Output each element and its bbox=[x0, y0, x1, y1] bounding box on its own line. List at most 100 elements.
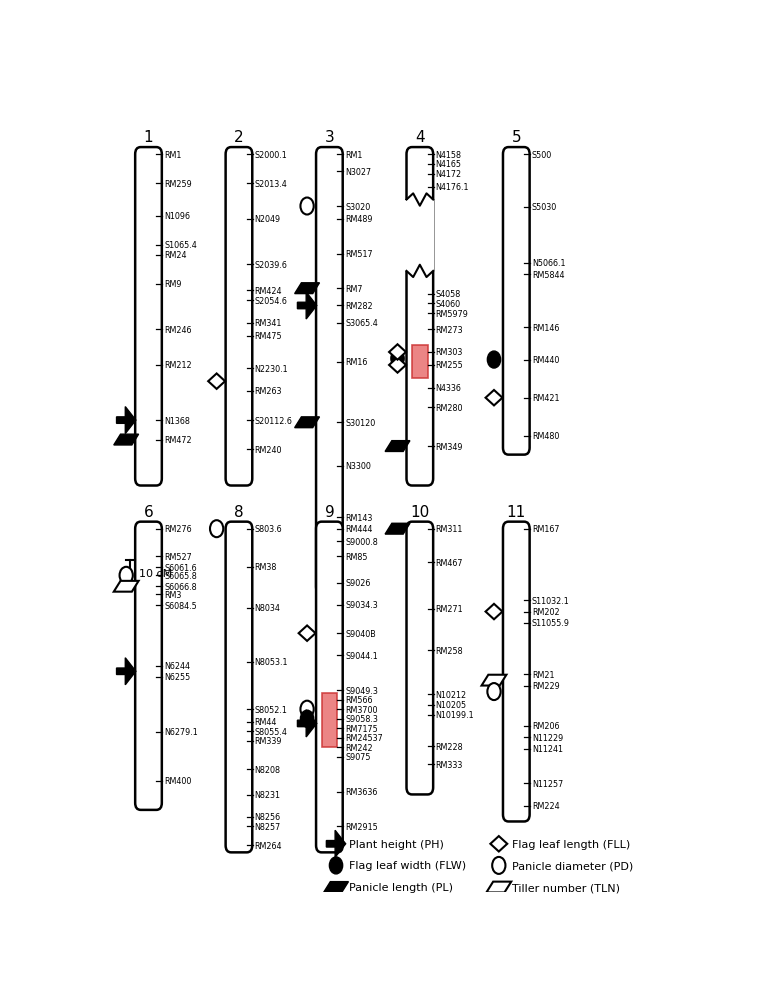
Circle shape bbox=[300, 710, 314, 727]
Text: S2039.6: S2039.6 bbox=[254, 261, 288, 270]
Text: RM44: RM44 bbox=[254, 717, 277, 726]
Text: RM333: RM333 bbox=[436, 760, 463, 769]
Text: N11241: N11241 bbox=[532, 744, 563, 754]
Text: 10: 10 bbox=[410, 504, 429, 519]
FancyBboxPatch shape bbox=[316, 148, 343, 594]
Text: RM475: RM475 bbox=[254, 332, 282, 341]
Text: 3: 3 bbox=[324, 130, 335, 145]
Text: S6065.8: S6065.8 bbox=[164, 571, 197, 580]
Text: N8053.1: N8053.1 bbox=[254, 657, 288, 666]
Text: RM143: RM143 bbox=[345, 513, 373, 522]
Text: S3020: S3020 bbox=[345, 202, 370, 211]
Text: 11: 11 bbox=[506, 504, 526, 519]
Polygon shape bbox=[114, 581, 138, 592]
Polygon shape bbox=[389, 345, 406, 361]
Text: S2013.4: S2013.4 bbox=[254, 179, 287, 188]
Text: 10 cM: 10 cM bbox=[139, 568, 173, 578]
Text: N6255: N6255 bbox=[164, 672, 191, 681]
Text: Tiller number (TLN): Tiller number (TLN) bbox=[512, 882, 620, 892]
Text: RM467: RM467 bbox=[436, 558, 463, 567]
FancyBboxPatch shape bbox=[226, 148, 252, 486]
Text: N11257: N11257 bbox=[532, 779, 563, 788]
Text: RM271: RM271 bbox=[436, 605, 463, 614]
Text: N1368: N1368 bbox=[164, 416, 190, 425]
Text: N10199.1: N10199.1 bbox=[436, 710, 474, 719]
Polygon shape bbox=[482, 675, 506, 685]
Text: RM421: RM421 bbox=[532, 394, 559, 403]
Text: RM489: RM489 bbox=[345, 215, 373, 224]
Text: S9044.1: S9044.1 bbox=[345, 651, 378, 660]
Polygon shape bbox=[385, 441, 410, 452]
Text: S4060: S4060 bbox=[436, 300, 461, 309]
Polygon shape bbox=[117, 658, 136, 685]
Text: RM7: RM7 bbox=[345, 285, 363, 294]
Text: N2230.1: N2230.1 bbox=[254, 365, 288, 374]
Text: 1: 1 bbox=[144, 130, 153, 145]
Text: N4336: N4336 bbox=[436, 384, 461, 393]
Circle shape bbox=[210, 521, 223, 538]
FancyBboxPatch shape bbox=[406, 522, 433, 795]
Text: RM480: RM480 bbox=[532, 432, 559, 441]
Text: RM566: RM566 bbox=[345, 695, 373, 704]
Text: RM311: RM311 bbox=[436, 525, 463, 534]
Text: S6084.5: S6084.5 bbox=[164, 601, 197, 610]
Text: N4176.1: N4176.1 bbox=[436, 183, 469, 191]
Text: N4172: N4172 bbox=[436, 170, 461, 179]
Text: S11055.9: S11055.9 bbox=[532, 619, 570, 628]
Text: RM440: RM440 bbox=[532, 356, 559, 365]
Text: N2049: N2049 bbox=[254, 215, 281, 224]
Text: N3300: N3300 bbox=[345, 462, 371, 471]
Polygon shape bbox=[299, 626, 316, 641]
Text: RM229: RM229 bbox=[532, 681, 559, 690]
Text: RM349: RM349 bbox=[436, 442, 463, 451]
Text: Flag leaf length (FLL): Flag leaf length (FLL) bbox=[512, 839, 630, 849]
Circle shape bbox=[487, 683, 500, 700]
Text: RM3: RM3 bbox=[164, 590, 181, 599]
Text: RM167: RM167 bbox=[532, 525, 559, 534]
Text: N8208: N8208 bbox=[254, 766, 281, 775]
Bar bbox=[405, 200, 434, 272]
Bar bbox=[412, 346, 428, 379]
Text: RM3636: RM3636 bbox=[345, 788, 377, 797]
Polygon shape bbox=[385, 524, 410, 534]
Text: RM206: RM206 bbox=[532, 721, 559, 730]
Text: S9026: S9026 bbox=[345, 578, 370, 587]
Text: RM303: RM303 bbox=[436, 348, 463, 357]
Polygon shape bbox=[486, 882, 511, 893]
Text: RM242: RM242 bbox=[345, 742, 373, 752]
Text: RM202: RM202 bbox=[532, 607, 559, 616]
Polygon shape bbox=[324, 882, 349, 893]
Text: RM282: RM282 bbox=[345, 302, 373, 311]
Text: N6279.1: N6279.1 bbox=[164, 727, 198, 736]
Text: Panicle length (PL): Panicle length (PL) bbox=[349, 882, 454, 892]
Polygon shape bbox=[490, 837, 507, 852]
Text: S30120: S30120 bbox=[345, 419, 375, 427]
Text: RM228: RM228 bbox=[436, 741, 463, 750]
Circle shape bbox=[492, 857, 506, 874]
Text: N5066.1: N5066.1 bbox=[532, 259, 566, 268]
Text: RM1: RM1 bbox=[345, 150, 363, 159]
Text: S9034.3: S9034.3 bbox=[345, 600, 378, 609]
Text: S4058: S4058 bbox=[436, 290, 461, 299]
Text: S9058.3: S9058.3 bbox=[345, 714, 378, 723]
Text: RM85: RM85 bbox=[345, 552, 367, 561]
FancyBboxPatch shape bbox=[226, 522, 252, 853]
Text: RM339: RM339 bbox=[254, 736, 282, 745]
Text: RM255: RM255 bbox=[436, 361, 463, 370]
Text: S1065.4: S1065.4 bbox=[164, 241, 197, 250]
Text: RM38: RM38 bbox=[254, 562, 277, 571]
Text: 2: 2 bbox=[234, 130, 244, 145]
Text: RM3700: RM3700 bbox=[345, 705, 377, 714]
Text: RM517: RM517 bbox=[345, 249, 373, 259]
Text: RM212: RM212 bbox=[164, 361, 192, 370]
Text: S500: S500 bbox=[532, 150, 552, 159]
Circle shape bbox=[329, 857, 342, 874]
Text: RM264: RM264 bbox=[254, 841, 282, 850]
Text: RM276: RM276 bbox=[164, 525, 192, 534]
Text: RM24537: RM24537 bbox=[345, 733, 383, 742]
Text: RM24: RM24 bbox=[164, 250, 187, 260]
Text: N4158: N4158 bbox=[436, 150, 461, 159]
Text: RM7175: RM7175 bbox=[345, 724, 378, 732]
Polygon shape bbox=[295, 284, 320, 295]
Text: N11229: N11229 bbox=[532, 733, 563, 742]
